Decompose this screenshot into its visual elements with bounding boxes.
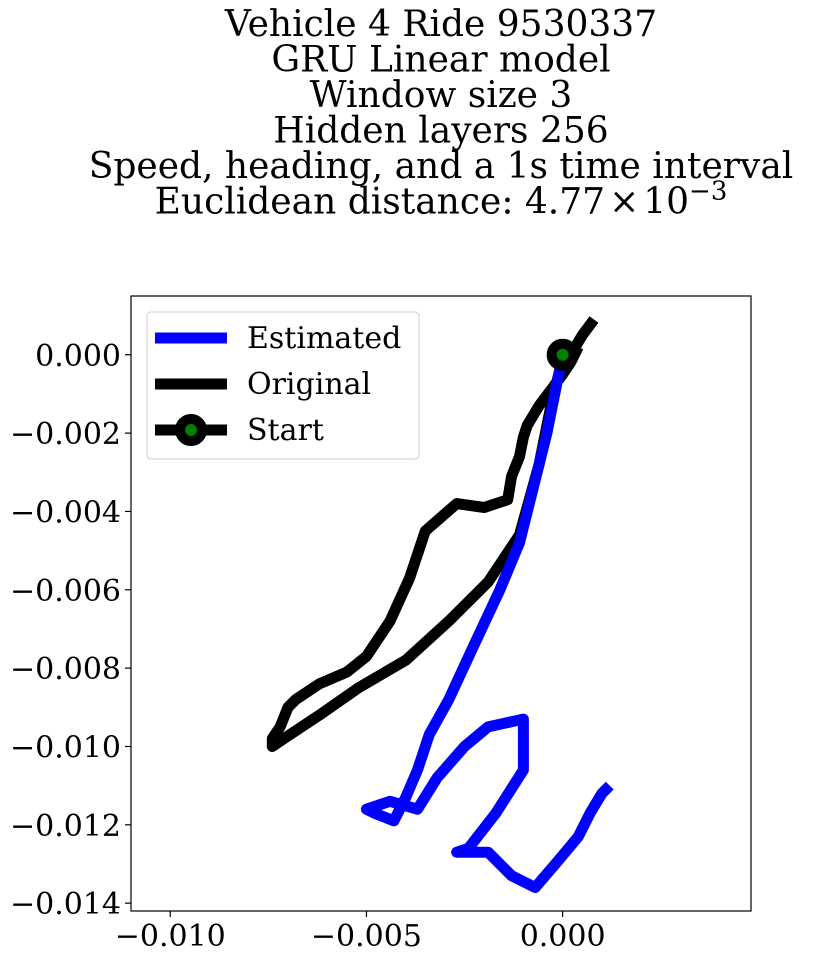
y-tick-label: −0.004 (10, 495, 121, 530)
y-tick-label: −0.014 (10, 887, 121, 922)
series-line-estimated (360, 353, 614, 893)
legend-label-start: Start (247, 413, 324, 448)
title-line: Window size 3 (310, 75, 573, 116)
y-tick-label: −0.002 (10, 417, 121, 452)
x-tick-label: −0.010 (115, 919, 226, 954)
x-tick-label: −0.005 (311, 919, 422, 954)
y-tick-label: −0.008 (10, 652, 121, 687)
legend: Estimated Original Start (146, 311, 420, 460)
y-tick-label: 0.000 (35, 339, 121, 374)
y-tick-label: −0.012 (10, 809, 121, 844)
title-line: Speed, heading, and a 1s time interval (89, 146, 794, 187)
title-line: GRU Linear model (271, 40, 610, 81)
x-tick-label: 0.000 (520, 919, 606, 954)
start-marker (546, 338, 579, 371)
y-axis: 0.000 −0.002 −0.004 −0.006 −0.008 −0.010 −0.01… (10, 339, 131, 922)
y-tick-label: −0.006 (10, 574, 121, 609)
title-line: Vehicle 4 Ride 9530337 (224, 4, 657, 45)
x-axis: −0.010 −0.005 0.000 (115, 911, 606, 954)
axes-frame (130, 295, 752, 912)
plot-lines (266, 316, 614, 893)
y-tick-label: −0.010 (10, 730, 121, 765)
legend-start-marker (175, 414, 207, 446)
legend-label-estimated: Estimated (247, 321, 401, 356)
title-line-distance: Euclidean distance: 4.77 × 10−3 (155, 177, 728, 223)
legend-label-original: Original (247, 367, 371, 402)
legend-box (146, 311, 420, 460)
title-line: Hidden layers 256 (273, 111, 608, 152)
